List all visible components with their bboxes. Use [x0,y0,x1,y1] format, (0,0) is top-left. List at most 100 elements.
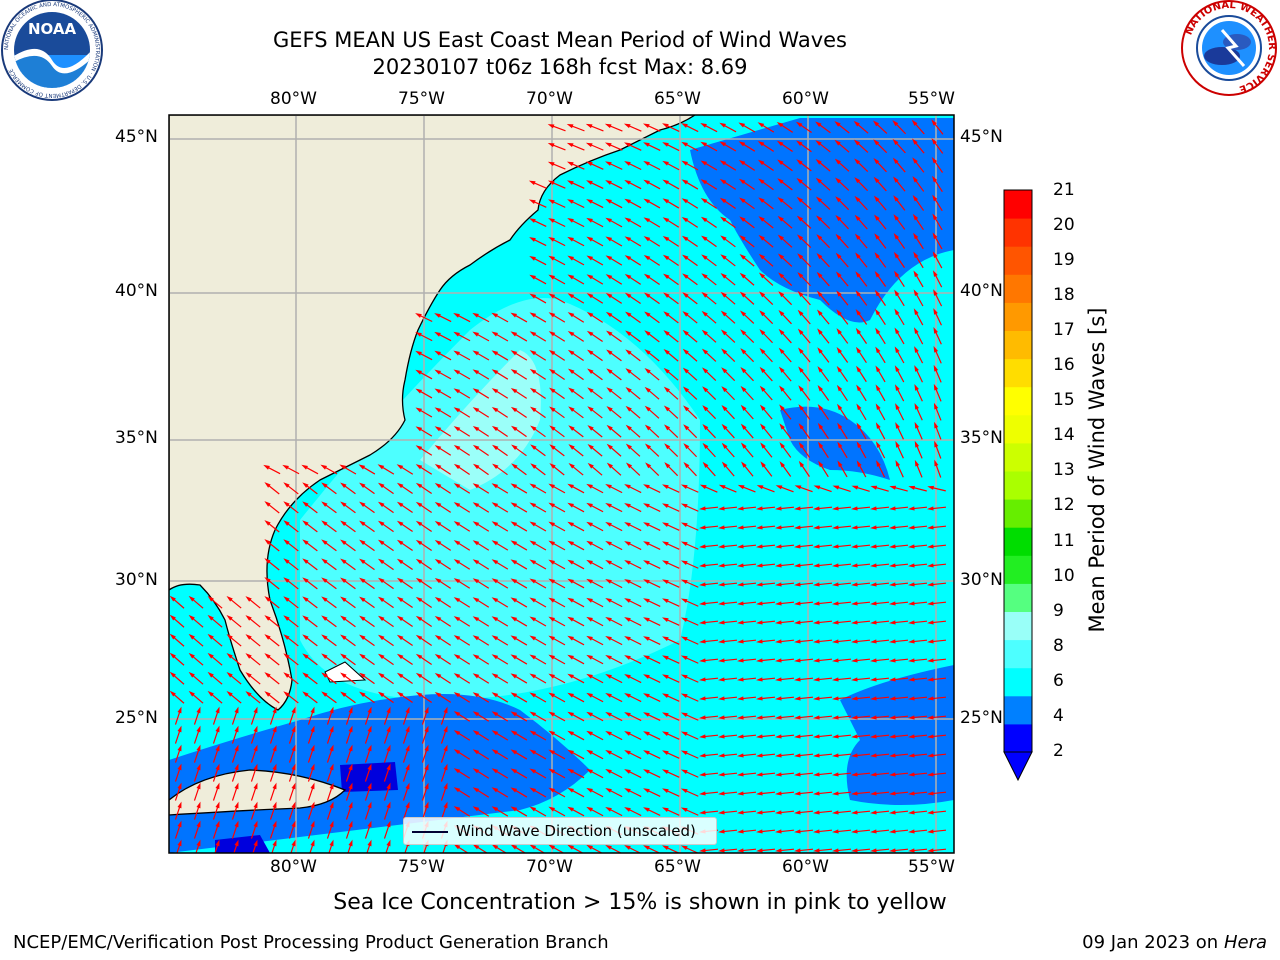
wave-direction-arrowhead [264,634,271,640]
wave-direction-arrowhead [777,159,784,165]
wave-direction-arrowhead [453,673,461,679]
lon-label-top-70w: 70°W [526,89,573,109]
wave-direction-arrowhead [188,614,195,621]
wave-direction-arrowhead [875,422,881,429]
credit-date: 09 Jan 2023 on [1082,932,1219,953]
wave-direction-arrowhead [816,271,823,278]
wave-direction-arrowhead [453,331,460,337]
wave-direction-arrowhead [605,807,612,812]
wave-direction-arrowhead [302,539,309,545]
wave-direction-arrowhead [927,734,934,739]
wave-direction-arrowhead [643,598,650,603]
wave-direction-arrowhead [605,579,612,584]
wave-direction-arrowhead [567,597,574,603]
wave-direction-arrowhead [434,350,441,356]
wave-direction-arrowhead [253,744,258,752]
wave-direction-arrowhead [586,293,594,299]
wave-direction-arrowhead [567,236,574,242]
wave-direction-arrowhead [283,482,290,488]
wave-direction-arrowhead [567,312,575,318]
wave-direction-arrowhead [567,199,574,204]
wave-direction-arrowhead [775,620,782,625]
wave-direction-arrowhead [927,658,934,663]
wave-direction-arrowhead [605,845,612,850]
wave-direction-arrowhead [310,820,315,828]
wave-direction-arrowhead [701,292,708,298]
wave-direction-arrowhead [813,753,820,758]
colorbar-segment [1004,611,1032,641]
wave-direction-arrowhead [908,639,915,644]
wave-direction-arrowhead [643,750,650,755]
wave-direction-arrowhead [472,806,480,812]
wave-direction-arrowhead [927,582,934,587]
colorbar-tick: 14 [1053,425,1075,445]
wave-direction-arrowhead [760,442,766,449]
wave-direction-arrowhead [738,178,746,185]
wave-direction-arrowhead [567,180,574,185]
wave-direction-arrowhead [681,216,689,223]
wave-direction-arrowhead [234,706,239,714]
wave-direction-arrowhead [510,350,518,356]
wave-direction-arrowhead [396,672,404,679]
wave-direction-arrowhead [855,271,861,278]
wave-direction-arrowhead [548,597,556,603]
wave-direction-arrowhead [624,198,631,204]
colorbar-segment [1004,414,1032,444]
wave-direction-arrowhead [605,788,612,793]
colorbar [1003,189,1033,782]
wave-direction-arrowhead [813,601,820,606]
wave-direction-arrowhead [415,596,423,603]
wave-direction-arrowhead [587,443,594,450]
wave-direction-arrowhead [624,273,632,280]
wave-direction-arrowhead [529,312,537,318]
wave-direction-arrowhead [624,217,632,223]
lat-label-left-45n: 45°N [115,127,158,147]
wave-direction-arrowhead [895,441,900,448]
wave-direction-arrowhead [737,582,744,587]
wave-direction-arrowhead [547,142,555,148]
wave-direction-arrowhead [894,289,900,297]
wave-direction-arrowhead [836,384,843,392]
wave-direction-arrowhead [215,839,220,847]
wave-direction-arrowhead [933,289,938,296]
wave-direction-arrowhead [453,350,461,356]
wave-direction-arrowhead [587,462,594,469]
wave-direction-arrowhead [798,441,805,449]
wave-period-region-2-4s-southeast [840,665,954,805]
colorbar-tick: 15 [1053,390,1075,410]
wave-direction-arrowhead [756,848,763,853]
wave-direction-arrowhead [927,620,934,625]
wave-direction-arrowhead [832,772,839,777]
wave-direction-arrowhead [718,677,725,682]
wave-direction-arrowhead [472,749,480,755]
wave-direction-arrowhead [624,807,631,812]
wave-direction-arrowhead [310,725,315,733]
wave-direction-arrowhead [738,141,746,147]
wave-direction-arrowhead [568,462,575,469]
wave-direction-arrowhead [396,501,404,508]
wave-direction-arrowhead [875,346,881,354]
wave-direction-arrowhead [662,217,670,223]
wave-direction-arrowhead [291,744,296,752]
wave-direction-arrowhead [605,617,612,622]
wave-direction-arrowhead [662,179,670,185]
wave-direction-arrowhead [510,711,518,717]
wave-direction-arrowhead [529,597,537,603]
wave-direction-arrowhead [794,791,801,796]
wave-direction-arrowhead [188,652,195,659]
wave-direction-arrowhead [491,578,499,584]
wave-direction-arrowhead [740,367,747,374]
wave-direction-arrowhead [739,197,746,203]
wave-direction-arrowhead [491,654,499,660]
wave-direction-arrowhead [720,235,727,241]
wave-direction-arrowhead [415,691,423,698]
wave-direction-arrowhead [794,829,801,834]
wave-direction-arrowhead [757,141,765,147]
wave-direction-arrowhead [340,596,347,602]
wave-direction-arrowhead [794,658,801,663]
wave-direction-arrowhead [529,502,537,508]
wave-direction-arrowhead [854,195,861,203]
lon-label-top-65w: 65°W [654,89,701,109]
wave-direction-arrowhead [680,655,688,661]
wave-direction-arrowhead [443,782,448,790]
